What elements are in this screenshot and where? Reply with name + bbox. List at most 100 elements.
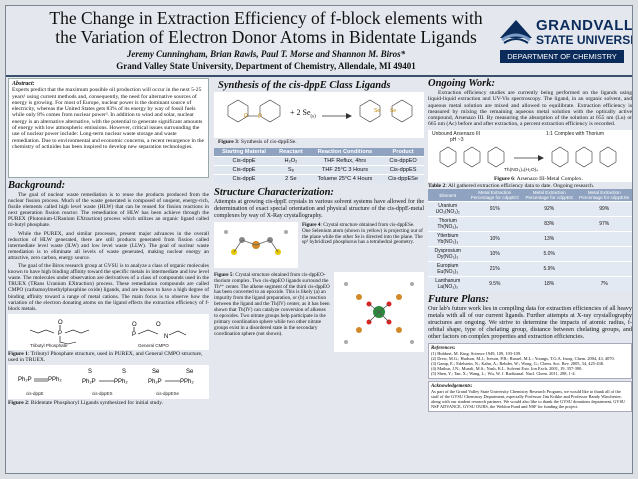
poster-header: The Change in Extraction Efficiency of f… [6,6,632,74]
svg-text:PPh₂: PPh₂ [114,379,128,385]
table-cell: Cis-dppES [382,165,424,175]
table-cell: 99% [576,201,632,217]
poster: The Change in Extraction Efficiency of f… [5,5,633,474]
table-2-caption: Table 2: All gathered extraction efficie… [428,183,632,189]
table-cell: Cis-dppE [214,156,275,166]
cis-dppese-label: cis-dppESe [156,391,180,397]
logo-line-2: STATE UNIVERSITY [536,33,632,47]
figure-1-label: Figure 1 [8,350,28,357]
table-cell: Dysprosium Dy(NO₃)₃ [428,246,468,262]
reference-item: (4) Mathur, J.N.; Murali, M.S.; Nash, K.… [431,365,583,371]
cis-dppe-label: cis-dppE [26,391,44,397]
svg-text:Se: Se [186,369,194,375]
acknowledgements-heading: Acknowledgements: [431,383,473,389]
cis-dppes-structure-image: S S Ph₂P PPh₂ [82,369,128,385]
future-text: Our lab's future work lies in compiling … [428,305,632,340]
table-2-label: Table 2 [428,182,446,189]
header-divider [6,75,632,77]
table-cell: Thorium Th(NO₃)₄ [428,216,468,232]
abstract-heading: Abstract: [12,81,35,87]
right-column: Ongoing Work: Extraction efficiency stud… [428,78,632,412]
cis-dppes-label: cis-dppES [92,391,113,397]
svg-text:O: O [132,322,137,328]
table-cell: 92% [522,201,577,217]
cis-dppese-structure-image: Se Se Ph₂P PPh₂ [148,369,194,385]
reference-item: (1) Hubbert, M. King. Science 1949, 109,… [431,350,522,356]
synthesis-reagent: + 2 Se(s) [290,108,316,120]
university-logo: GRANDVALLEY STATE UNIVERSITY DEPARTMENT … [498,14,632,66]
background-paragraph-2: While the PUREX, and similar processes, … [8,230,209,261]
svg-text:S: S [122,369,126,375]
table-cell: 5.0% [522,246,577,262]
table-cell: 10% [467,246,523,262]
synthesis-heading: Synthesis of the cis-dppE Class Ligands [218,80,391,91]
table-cell: 2 Se [274,174,308,184]
table-cell: 21% [467,261,523,277]
author-list: Jeremy Cunningham, Brian Rawls, Paul T. … [126,49,406,59]
table-row: Lanthanum La(NO₃)₃ 9.5% 18% 7% [428,276,632,292]
cis-dppe-structure-image: Ph₂P PPh₂ [18,377,62,383]
reference-item: (2) Drew, M.G.; Hudson, M.J.; Iveson, P.… [431,355,615,361]
table-cell: H₂O₂ [274,156,308,166]
reference-item: (5) Shen, Y.; Tan, X.; Wang, L.; Wu, W. … [431,370,576,376]
table-cell: 18% [522,276,577,292]
affiliation: Grand Valley State University, Departmen… [116,61,416,71]
references-heading: References: [431,345,456,351]
table-row: Cis-dppE H₂O₂ THF Reflux, 4hrs Cis-dppEO [214,156,424,166]
table-cell: Ytterbium Yb(NO₃)₃ [428,231,468,247]
ongoing-text: Extraction efficiency studies are curren… [428,90,632,128]
background-paragraph-1: The goal of nuclear waste remediation is… [8,192,209,229]
thorium-nitrate-label: Th(NO₃)₄(H₂O)₄ [504,167,539,173]
acknowledgements-text: As part of the Grand Valley State Univer… [431,388,626,409]
structure-heading: Structure Characterization: [214,187,334,199]
table-cell: THF 25°C 3 Hours [307,165,383,175]
table-cell: Uranium UO₂(NO₃)₂ [428,201,468,217]
cmpo-label: General CMPO [138,342,169,348]
table-cell [576,261,632,277]
svg-text:Ph₂P: Ph₂P [148,379,162,385]
svg-text:P: P [58,331,62,337]
table-row: Cis-dppE S₈ THF 25°C 3 Hours Cis-dppES [214,165,424,175]
crystal-structure-5-image [334,271,424,352]
arsenazo-ph-label: pH ~3 [450,136,464,143]
reaction-conditions-table: Starting Material Reactant Reaction Cond… [214,148,424,184]
poster-title: The Change in Extraction Efficiency of f… [49,8,483,47]
svg-text:P: P [244,114,248,120]
figure-6-label: Figure 6 [494,175,514,182]
svg-text:N: N [164,334,168,340]
table-row: Dysprosium Dy(NO₃)₃ 10% 5.0% [428,246,632,262]
figure-3-label: Figure 3 [218,139,238,145]
svg-text:P: P [258,114,262,120]
table-header: Starting Material [214,148,275,157]
figure-2-text: : Bidentate Phosphoryl Ligands synthesiz… [27,400,164,407]
svg-text:P: P [132,332,136,338]
figure-6-text: : Arsenazo III-Metal Complex. [513,175,583,182]
table-cell: 5.9% [522,261,577,277]
svg-text:O: O [58,320,63,326]
table-2-text: : All gathered extraction efficiency dat… [445,182,595,189]
figure-5: Figure 5: Crystal structure obtained fro… [214,271,424,354]
structure-text: Attempts at growing cis-dppE crystals in… [214,199,424,219]
synthesis-scheme-image: P P Se Se [227,99,413,123]
arsenazo-structure-image [439,146,617,168]
table-cell: Lanthanum La(NO₃)₃ [428,276,468,292]
table-cell [576,231,632,247]
figure-2: Ph₂P PPh₂ cis-dppE S S Ph₂P PPh₂ cis-dpp… [8,365,209,400]
reagent-text: + 2 Se [290,108,311,117]
laker-wave-icon [500,20,532,44]
references-box: References: (1) Hubbert, M. King. Scienc… [428,342,632,379]
table-header: Metal Extraction Percentage for cdppESe [576,189,632,202]
logo-line-1: GRANDVALLEY [536,17,633,34]
table-cell: Toluene 25°C 4 Hours [307,174,383,184]
figure-2-label: Figure 2 [8,400,28,407]
table-cell [467,216,523,232]
table-header: Reactant [274,148,308,157]
table-header: Metal Extraction Percentage for cdppEO [467,189,523,202]
table-cell: 97% [576,216,632,232]
svg-text:Se: Se [152,369,160,375]
table-cell: 83% [522,216,577,232]
background-paragraph-3: The goal of the Biros research group at … [8,263,209,312]
table-cell: 7% [576,276,632,292]
figure-2-caption: Figure 2: Bidentate Phosphoryl Ligands s… [8,400,209,406]
figure-4-text: : Crystal structure obtained from cis-dp… [302,221,423,246]
